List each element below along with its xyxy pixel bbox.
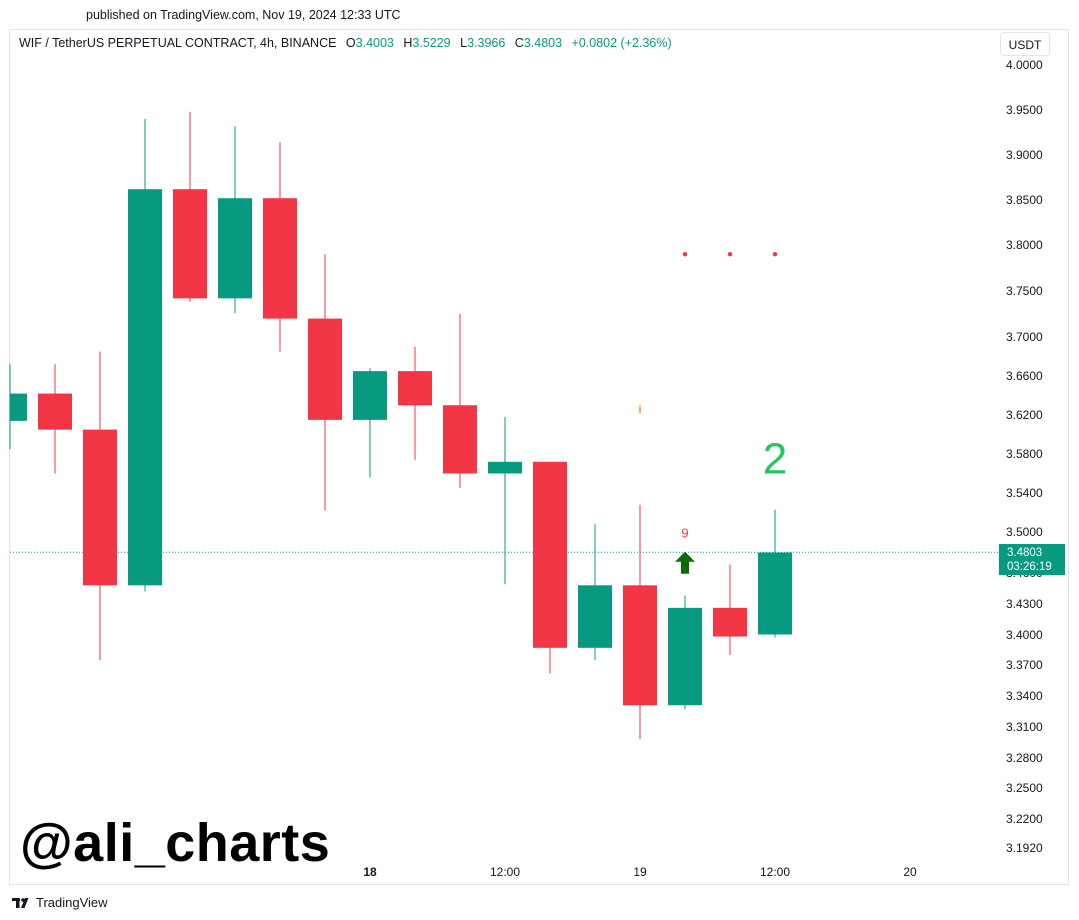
candle-body xyxy=(713,607,747,637)
high-value: 3.5229 xyxy=(412,36,451,50)
price-axis-label: 3.5800 xyxy=(1006,447,1043,461)
time-axis-label: 12:00 xyxy=(489,865,521,879)
info-marker-label: i xyxy=(638,404,641,416)
td-signal-label: 2 xyxy=(763,434,787,483)
candle[interactable] xyxy=(38,364,72,474)
price-axis-label: 3.7000 xyxy=(1006,330,1043,344)
price-axis-label: 3.2200 xyxy=(1006,812,1043,826)
change-value: +0.0802 (+2.36%) xyxy=(571,36,672,50)
candle-body xyxy=(128,189,162,586)
candle[interactable] xyxy=(668,595,702,710)
price-axis-label: 3.5400 xyxy=(1006,486,1043,500)
price-axis-label: 3.8500 xyxy=(1006,193,1043,207)
candle[interactable] xyxy=(578,524,612,661)
author-watermark: @ali_charts xyxy=(20,813,331,873)
candle-body xyxy=(353,371,387,420)
candle-body xyxy=(488,461,522,474)
candle[interactable] xyxy=(83,351,117,661)
bar-countdown: 03:26:19 xyxy=(1007,561,1052,573)
signal-dot xyxy=(727,252,733,257)
current-price-value: 3.4803 xyxy=(1007,547,1043,559)
open-label: O xyxy=(345,36,356,50)
candle[interactable] xyxy=(173,111,207,303)
current-price-tag: 3.4803 03:26:19 xyxy=(999,544,1065,575)
price-axis-label: 3.6600 xyxy=(1006,369,1043,383)
close-label: C xyxy=(514,36,524,50)
candle-body xyxy=(623,585,657,706)
candle-body xyxy=(173,189,207,299)
published-caption: published on TradingView.com, Nov 19, 20… xyxy=(86,8,401,22)
price-axis-label: 3.2800 xyxy=(1006,750,1043,765)
tradingview-logo-text: TradingView xyxy=(36,895,108,910)
candle-body xyxy=(668,607,702,706)
price-axis-label: 3.3100 xyxy=(1006,719,1043,734)
candle[interactable] xyxy=(443,314,477,489)
candle[interactable] xyxy=(9,364,27,450)
candle[interactable] xyxy=(713,564,747,655)
price-axis-label: 3.7500 xyxy=(1006,284,1043,298)
currency-unit-button[interactable]: USDT xyxy=(1000,32,1050,56)
candle[interactable] xyxy=(218,126,252,314)
candle[interactable] xyxy=(623,504,657,740)
time-axis-label: 12:00 xyxy=(759,865,791,879)
price-axis-label: 3.9500 xyxy=(1006,103,1043,117)
symbol-name: WIF / TetherUS PERPETUAL CONTRACT, 4h, B… xyxy=(19,36,337,50)
candle[interactable] xyxy=(128,119,162,592)
candle[interactable] xyxy=(263,142,297,352)
candle-body xyxy=(218,198,252,299)
buy-arrow-icon xyxy=(675,551,695,574)
td-count-label: 9 xyxy=(681,525,688,540)
candle[interactable] xyxy=(308,254,342,511)
price-axis-label: 3.4000 xyxy=(1006,627,1043,642)
candle[interactable] xyxy=(758,509,792,638)
price-axis-label: 3.9000 xyxy=(1006,148,1043,162)
signal-dot xyxy=(772,252,778,257)
price-axis-label: 3.2500 xyxy=(1006,781,1043,796)
low-label: L xyxy=(460,36,468,50)
candle-body xyxy=(263,198,297,319)
time-axis-label: 19 xyxy=(633,865,647,879)
price-axis-label: 3.6200 xyxy=(1006,408,1043,422)
candle[interactable] xyxy=(533,461,567,674)
price-axis-label: 3.1920 xyxy=(1006,840,1043,855)
candles-group xyxy=(9,111,792,740)
time-axis-label: 18 xyxy=(363,865,377,879)
annotations-group: 9 2 i xyxy=(638,252,787,574)
candle-body xyxy=(758,552,792,635)
candle-body xyxy=(398,371,432,406)
chart-frame xyxy=(9,29,1069,885)
low-value: 3.3966 xyxy=(467,36,506,50)
candle-body xyxy=(443,405,477,474)
open-value: 3.4003 xyxy=(355,36,394,50)
candle-body xyxy=(38,393,72,430)
candle[interactable] xyxy=(353,368,387,478)
symbol-header: WIF / TetherUS PERPETUAL CONTRACT, 4h, B… xyxy=(19,36,672,50)
candle-body xyxy=(83,429,117,586)
tradingview-logo-icon xyxy=(12,897,29,908)
candle-body xyxy=(533,461,567,648)
candle-body xyxy=(578,585,612,648)
price-axis-label: 3.5000 xyxy=(1006,525,1043,539)
price-axis-label: 4.0000 xyxy=(1006,58,1043,72)
signal-dot xyxy=(682,252,688,257)
candle-body xyxy=(10,393,27,421)
high-label: H xyxy=(403,36,413,50)
price-axis-label: 3.3400 xyxy=(1006,689,1043,703)
candle[interactable] xyxy=(398,346,432,460)
price-axis-label: 3.4300 xyxy=(1006,596,1043,611)
close-value: 3.4803 xyxy=(523,36,563,50)
candle-body xyxy=(308,318,342,420)
candle[interactable] xyxy=(488,416,522,585)
tradingview-logo[interactable]: TradingView xyxy=(12,895,108,910)
price-axis-label: 3.8000 xyxy=(1006,238,1043,252)
price-axis-label: 3.3700 xyxy=(1006,658,1043,673)
time-axis-label: 20 xyxy=(903,865,917,879)
